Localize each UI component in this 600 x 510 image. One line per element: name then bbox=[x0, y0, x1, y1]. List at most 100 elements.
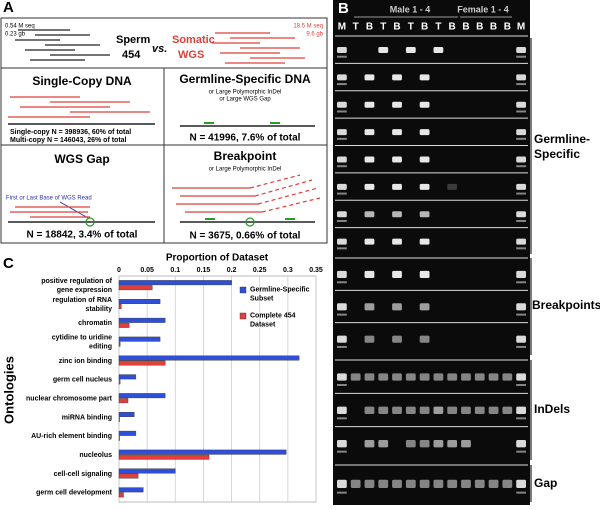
lane-label: T bbox=[435, 22, 441, 33]
legend-swatch bbox=[239, 286, 247, 294]
cell-title: Germline-Specific DNA bbox=[179, 72, 311, 86]
band bbox=[337, 313, 347, 316]
panel-label: A bbox=[3, 0, 14, 16]
band bbox=[337, 183, 347, 190]
lane-label: B bbox=[366, 22, 373, 33]
panel-label: C bbox=[3, 255, 14, 272]
band bbox=[488, 373, 499, 381]
band bbox=[516, 238, 526, 245]
read-lines bbox=[172, 187, 262, 213]
band bbox=[337, 491, 347, 494]
section-label: InDels bbox=[534, 402, 570, 416]
band bbox=[419, 373, 430, 381]
band bbox=[364, 440, 375, 448]
band bbox=[392, 74, 402, 81]
section-label: Specific bbox=[534, 147, 580, 161]
gap-marker bbox=[85, 217, 95, 227]
lane-label: B bbox=[421, 22, 428, 33]
band bbox=[447, 406, 458, 414]
band bbox=[516, 165, 526, 168]
band bbox=[516, 281, 526, 284]
bar bbox=[118, 322, 130, 328]
band bbox=[502, 373, 513, 381]
band bbox=[364, 211, 375, 218]
lane-label: T bbox=[380, 22, 386, 33]
band bbox=[405, 406, 416, 414]
sample-name: Somatic bbox=[172, 34, 215, 46]
breakpoint-marker bbox=[245, 217, 255, 227]
band bbox=[516, 101, 526, 108]
bar bbox=[118, 336, 161, 342]
bar bbox=[118, 285, 153, 291]
x-tick-label: 0 bbox=[117, 267, 121, 274]
band bbox=[337, 417, 347, 420]
stat: 18.5 M seq bbox=[293, 24, 323, 30]
band bbox=[337, 156, 347, 163]
band bbox=[419, 156, 430, 163]
band bbox=[337, 384, 347, 386]
band bbox=[337, 406, 347, 414]
plot-frame bbox=[118, 275, 317, 503]
y-tick-label: miRNA binding bbox=[62, 414, 112, 421]
y-tick-label: positive regulation of gene expression bbox=[41, 278, 112, 294]
band bbox=[419, 183, 430, 190]
band bbox=[419, 74, 430, 81]
band bbox=[419, 270, 430, 279]
bar bbox=[118, 379, 121, 385]
bar bbox=[118, 355, 300, 361]
legend-label: Complete 454 Dataset bbox=[250, 312, 296, 328]
y-tick-label: cytidine to uridine editing bbox=[52, 334, 112, 350]
cell-note: First or Last Base of WGS Read bbox=[6, 196, 92, 202]
axis-title: Proportion of Dataset bbox=[166, 253, 269, 264]
band bbox=[392, 406, 402, 414]
x-tick-label: 0.25 bbox=[253, 267, 267, 274]
panel-label: B bbox=[338, 0, 349, 17]
cell-note: or Large Polymorphic InDel bbox=[209, 167, 282, 173]
band bbox=[350, 373, 361, 381]
bar bbox=[118, 317, 166, 323]
band bbox=[364, 373, 375, 381]
band bbox=[364, 74, 375, 81]
band bbox=[516, 417, 526, 420]
band bbox=[337, 247, 347, 250]
band bbox=[516, 211, 526, 218]
band bbox=[337, 270, 347, 279]
band bbox=[405, 46, 416, 53]
band bbox=[419, 406, 430, 414]
cell-note: or Large WGS Gap bbox=[219, 97, 271, 103]
group-label: Female 1 - 4 bbox=[457, 4, 509, 14]
band bbox=[516, 74, 526, 81]
x-tick-label: 0.1 bbox=[170, 267, 180, 274]
band bbox=[474, 406, 485, 414]
lane-label: M bbox=[338, 22, 346, 33]
y-tick-label: cell-cell signaling bbox=[54, 471, 112, 478]
cell-stat: N = 41996, 7.6% of total bbox=[190, 133, 301, 144]
band bbox=[433, 373, 444, 381]
read-lines bbox=[15, 29, 110, 61]
cell-title: Single-Copy DNA bbox=[32, 74, 132, 88]
split-reads bbox=[249, 174, 321, 213]
band bbox=[419, 335, 430, 343]
cell-title: WGS Gap bbox=[54, 152, 109, 166]
band bbox=[392, 270, 402, 279]
cell-stat: N = 18842, 3.4% of total bbox=[27, 230, 138, 241]
x-tick-label: 0.05 bbox=[140, 267, 154, 274]
read-lines bbox=[10, 206, 90, 218]
band bbox=[378, 373, 389, 381]
bar bbox=[118, 341, 121, 347]
band bbox=[419, 129, 430, 136]
band bbox=[433, 479, 444, 488]
band bbox=[516, 406, 526, 414]
band bbox=[364, 183, 375, 190]
band bbox=[419, 303, 430, 311]
legend-swatch bbox=[239, 312, 247, 320]
bar bbox=[118, 280, 232, 286]
bar bbox=[118, 398, 129, 404]
band bbox=[461, 373, 471, 381]
band bbox=[516, 156, 526, 163]
band bbox=[337, 238, 347, 245]
band bbox=[447, 373, 458, 381]
x-tick-label: 0.15 bbox=[197, 267, 211, 274]
band bbox=[337, 440, 347, 448]
band bbox=[378, 479, 389, 488]
